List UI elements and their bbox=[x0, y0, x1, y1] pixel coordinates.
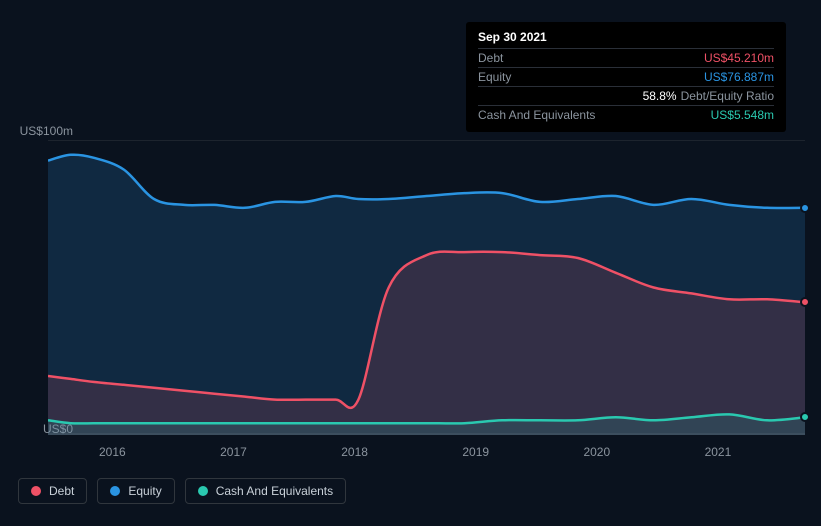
legend-swatch bbox=[110, 486, 120, 496]
x-axis-tick: 2020 bbox=[583, 445, 610, 459]
tooltip-row-label: Equity bbox=[478, 70, 511, 84]
area-chart bbox=[48, 140, 805, 435]
x-axis: 2016 2017 2018 2019 2020 2021 bbox=[48, 445, 805, 465]
x-axis-tick: 2021 bbox=[705, 445, 732, 459]
tooltip-row: Debt US$45.210m bbox=[478, 48, 774, 67]
legend-label: Equity bbox=[128, 484, 161, 498]
legend-item-cash-and-equivalents[interactable]: Cash And Equivalents bbox=[185, 478, 346, 504]
tooltip-row-label: Cash And Equivalents bbox=[478, 108, 595, 122]
legend-label: Cash And Equivalents bbox=[216, 484, 333, 498]
legend-item-debt[interactable]: Debt bbox=[18, 478, 87, 504]
x-axis-tick: 2016 bbox=[99, 445, 126, 459]
end-marker bbox=[800, 412, 810, 422]
tooltip-row-value: US$45.210m bbox=[704, 51, 774, 65]
tooltip-row: 58.8%Debt/Equity Ratio bbox=[478, 86, 774, 105]
tooltip-row-label: Debt bbox=[478, 51, 503, 65]
x-axis-tick: 2018 bbox=[341, 445, 368, 459]
x-axis-tick: 2019 bbox=[462, 445, 489, 459]
end-marker bbox=[800, 297, 810, 307]
y-axis-max-label: US$100m bbox=[18, 124, 73, 138]
tooltip-ratio-suffix: Debt/Equity Ratio bbox=[681, 89, 774, 103]
end-marker bbox=[800, 203, 810, 213]
tooltip-row-value: US$5.548m bbox=[711, 108, 774, 122]
legend-swatch bbox=[198, 486, 208, 496]
legend-label: Debt bbox=[49, 484, 74, 498]
tooltip-date: Sep 30 2021 bbox=[478, 30, 774, 48]
tooltip-row-value: US$76.887m bbox=[704, 70, 774, 84]
tooltip-row-value: 58.8%Debt/Equity Ratio bbox=[643, 89, 774, 103]
legend-swatch bbox=[31, 486, 41, 496]
legend: Debt Equity Cash And Equivalents bbox=[18, 478, 346, 504]
tooltip: Sep 30 2021 Debt US$45.210m Equity US$76.88… bbox=[466, 22, 786, 132]
tooltip-row: Cash And Equivalents US$5.548m bbox=[478, 105, 774, 124]
chart-area[interactable] bbox=[18, 140, 805, 435]
legend-item-equity[interactable]: Equity bbox=[97, 478, 174, 504]
x-axis-tick: 2017 bbox=[220, 445, 247, 459]
tooltip-row: Equity US$76.887m bbox=[478, 67, 774, 86]
